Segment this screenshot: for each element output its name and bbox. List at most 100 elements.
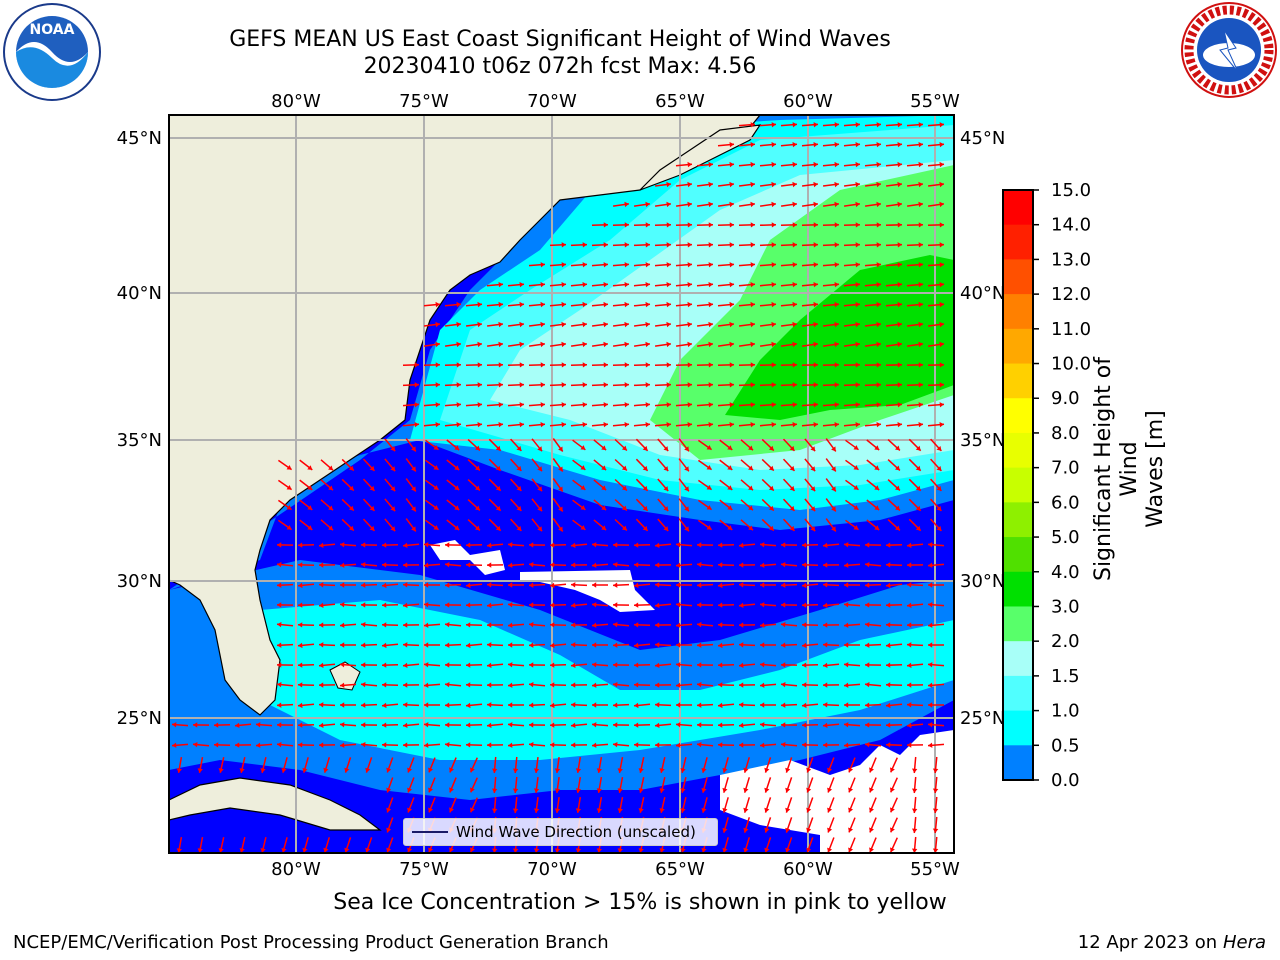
wave-arrow-head — [571, 622, 576, 628]
wave-arrow-head — [680, 788, 686, 793]
wave-arrow-head — [939, 402, 944, 408]
wave-arrow-head — [580, 445, 586, 450]
wave-arrow-head — [834, 181, 839, 188]
wave-arrow-head — [810, 486, 816, 492]
wave-arrow-head — [802, 642, 807, 649]
wave-arrow-head — [932, 768, 939, 773]
wave-arrow-head — [848, 847, 854, 853]
wave-arrow-head — [834, 422, 839, 428]
wave-arrow-head — [348, 485, 354, 491]
wave-arrow-head — [603, 242, 608, 248]
colorbar-tick-label: 0.0 — [1051, 770, 1080, 791]
wave-arrow-head — [844, 642, 849, 648]
wave-arrow-head — [596, 788, 602, 793]
wave-arrow-head — [939, 301, 944, 308]
wave-arrow-head — [886, 562, 891, 568]
wave-arrow-head — [445, 662, 450, 668]
wave-arrow-head — [764, 807, 770, 813]
wave-arrow-head — [876, 142, 881, 148]
colorbar-segment — [1003, 398, 1033, 434]
wave-arrow-head — [853, 445, 859, 450]
wave-arrow-head — [508, 642, 513, 648]
wave-arrow-head — [823, 582, 828, 588]
wave-arrow-head — [634, 702, 639, 709]
wave-arrow-head — [785, 767, 791, 773]
wave-arrow-head — [495, 525, 501, 531]
wave-arrow-head — [495, 445, 501, 451]
lon-label: 55°W — [910, 91, 960, 112]
wave-arrow-head — [764, 847, 770, 853]
wave-arrow-head — [907, 542, 912, 548]
wave-arrow-head — [813, 282, 818, 288]
wave-arrow-head — [918, 161, 923, 168]
wave-arrow-head — [369, 525, 375, 531]
wave-arrow-head — [718, 702, 723, 709]
wave-arrow-head — [701, 788, 707, 793]
wave-arrow-head — [666, 422, 671, 428]
colorbar-label-line1: Significant Height of Wind — [1091, 356, 1142, 582]
wave-arrow-head — [764, 787, 770, 793]
wave-arrow-head — [834, 262, 839, 268]
wave-arrow-head — [802, 582, 807, 589]
wave-arrow-head — [676, 602, 681, 608]
wave-arrow-head — [928, 642, 933, 648]
wave-arrow-head — [760, 722, 765, 728]
wave-arrow-head — [939, 341, 944, 348]
wave-arrow-head — [498, 402, 503, 408]
wave-arrow-head — [508, 582, 513, 588]
wave-arrow-head — [466, 602, 471, 608]
wave-arrow-head — [876, 161, 881, 168]
wave-arrow-head — [449, 767, 454, 773]
wave-arrow-head — [495, 485, 501, 491]
wave-arrow-head — [874, 485, 880, 490]
wave-arrow-head — [382, 542, 387, 548]
wave-arrow-head — [810, 506, 816, 512]
wave-arrow-head — [936, 446, 942, 451]
wave-arrow-head — [743, 847, 749, 853]
wave-arrow-head — [834, 161, 839, 168]
wave-arrow-head — [739, 622, 744, 628]
wave-arrow-head — [433, 465, 439, 470]
wave-arrow-head — [792, 242, 797, 248]
wave-arrow-head — [454, 505, 460, 510]
colorbar-segment — [1003, 190, 1033, 226]
wave-arrow-head — [789, 445, 795, 451]
wave-arrow-head — [580, 465, 586, 470]
wave-arrow-head — [435, 382, 440, 388]
wave-arrow-head — [428, 847, 434, 853]
wave-arrow-head — [277, 642, 282, 648]
lat-label: 25°N — [117, 708, 162, 729]
wave-arrow-head — [516, 466, 522, 471]
wave-arrow-head — [495, 505, 501, 511]
wave-arrow-head — [760, 582, 765, 588]
wave-arrow-head — [302, 767, 308, 773]
wave-arrow-head — [424, 662, 429, 668]
wave-arrow-head — [831, 446, 836, 452]
wave-arrow-head — [386, 787, 392, 793]
nodata-patch — [430, 540, 505, 575]
wave-arrow-head — [508, 722, 513, 728]
footer-credit: NCEP/EMC/Verification Post Processing Pr… — [13, 932, 609, 953]
wave-arrow-head — [445, 602, 450, 608]
wave-arrow-head — [750, 282, 755, 288]
colorbar-tick-label: 7.0 — [1051, 458, 1080, 479]
wave-arrow-head — [827, 807, 833, 813]
wave-arrow-head — [508, 742, 513, 748]
wave-arrow-head — [687, 362, 692, 368]
wave-arrow-head — [750, 122, 755, 128]
wave-arrow-head — [729, 382, 734, 388]
wave-arrow-head — [706, 445, 712, 450]
wave-arrow-head — [424, 622, 429, 628]
wave-arrow-head — [823, 682, 828, 688]
wave-arrow-head — [582, 341, 587, 348]
wave-arrow-head — [932, 788, 939, 793]
wave-arrow-head — [939, 321, 944, 328]
wave-arrow-head — [445, 702, 450, 708]
wave-arrow-head — [323, 767, 329, 773]
wave-arrow-head — [928, 682, 933, 688]
wave-arrow-head — [277, 742, 282, 748]
wave-arrow-head — [638, 788, 644, 793]
wave-arrow-head — [298, 562, 303, 568]
wave-arrow-head — [617, 768, 623, 773]
wave-arrow-head — [813, 301, 818, 308]
